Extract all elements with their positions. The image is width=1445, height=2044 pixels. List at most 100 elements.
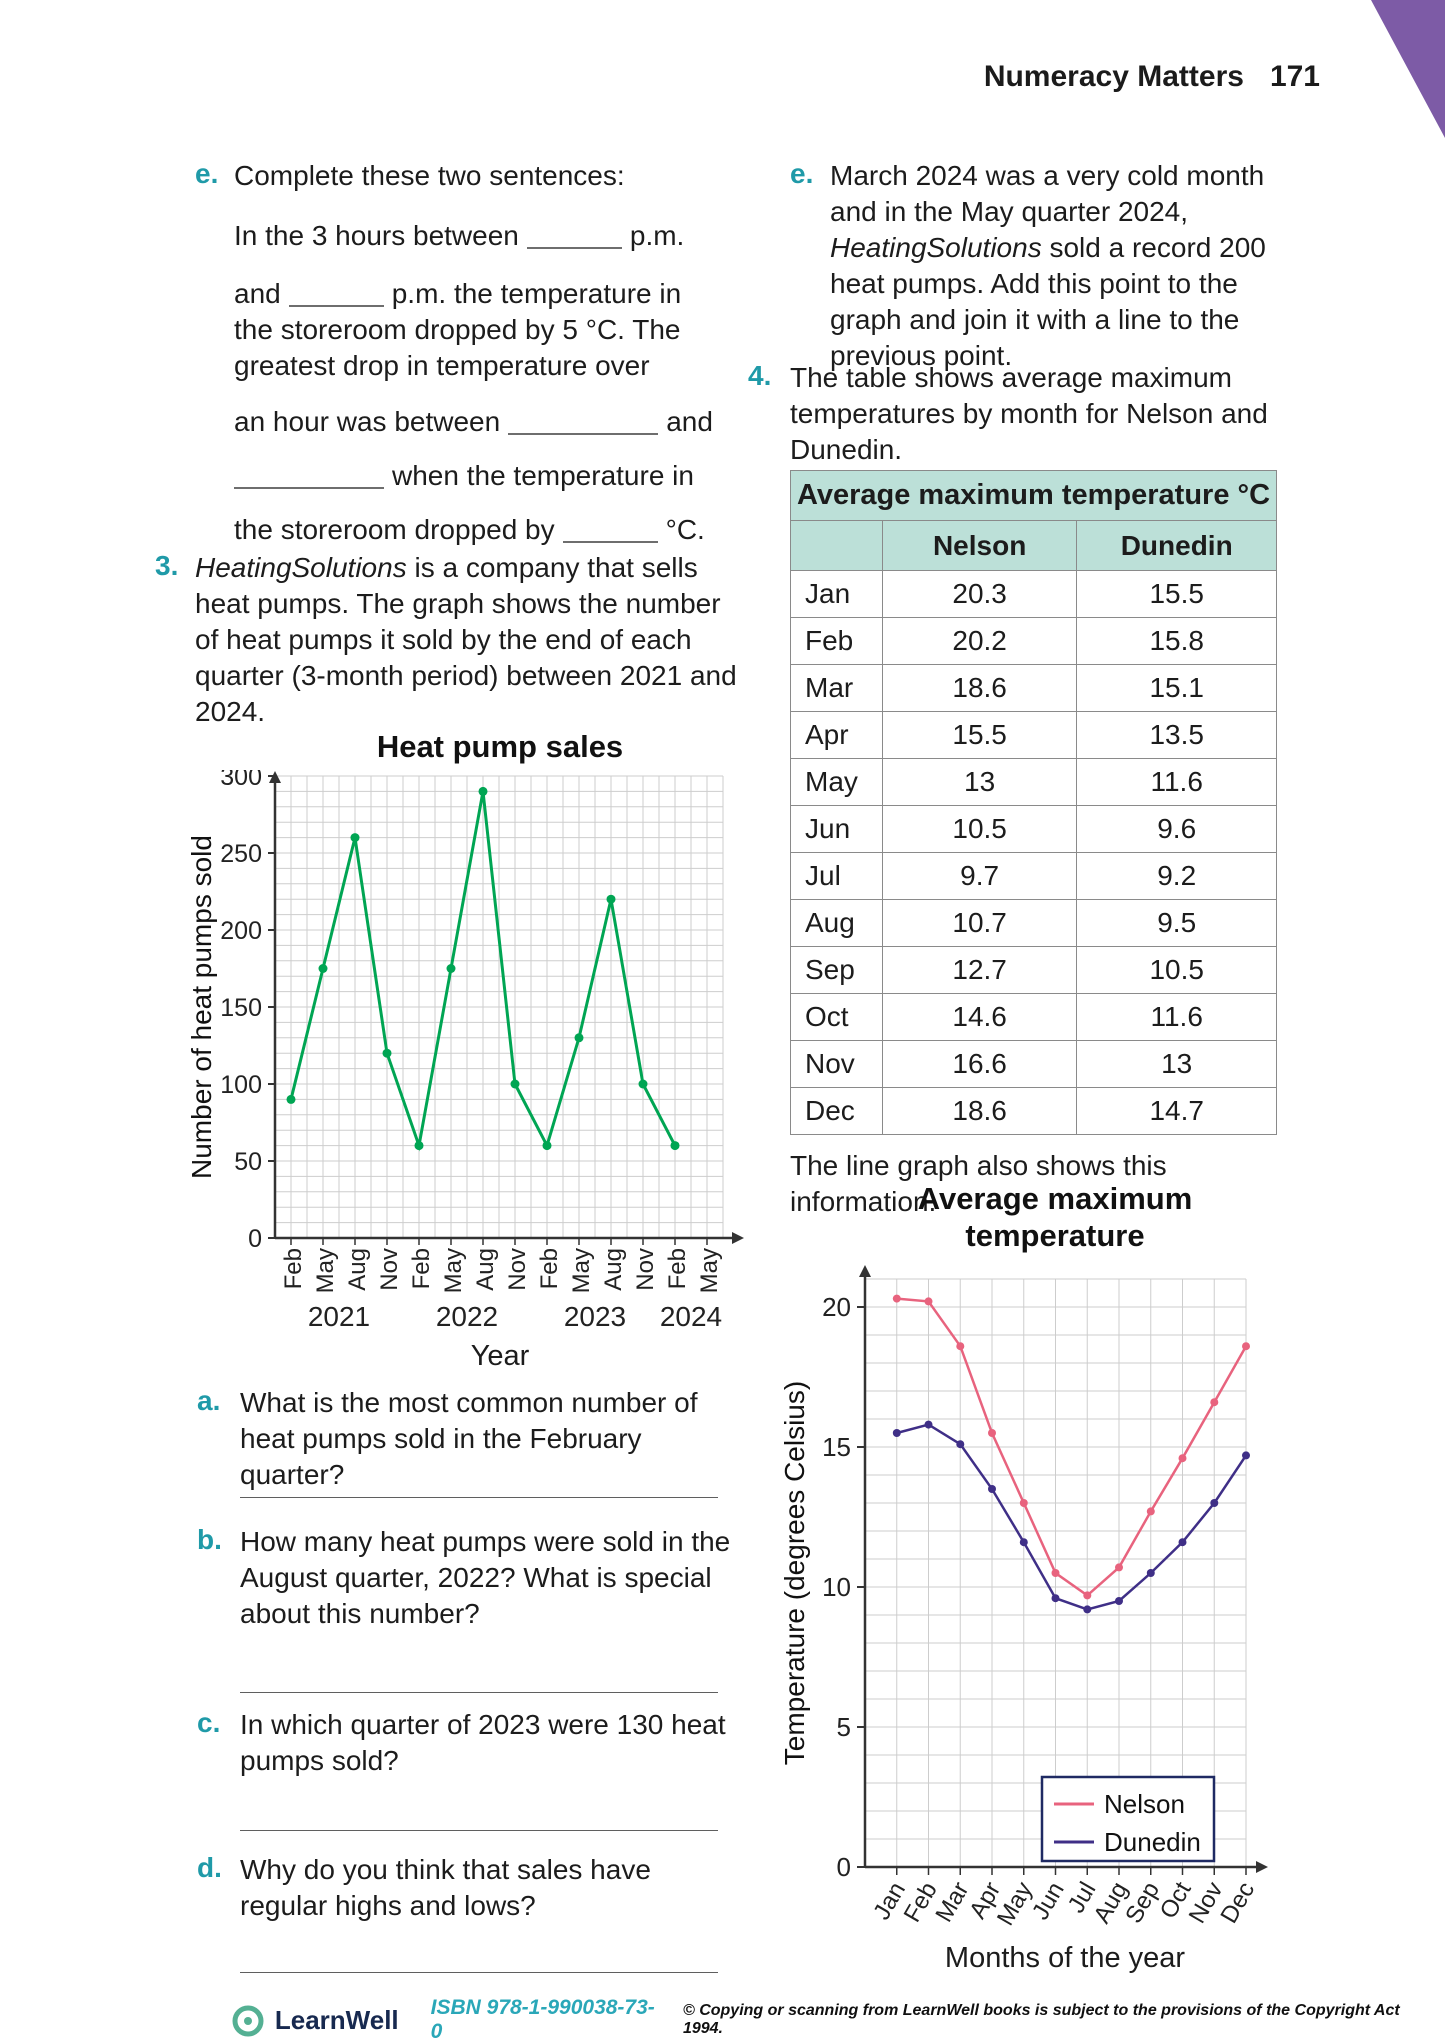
data-point bbox=[1178, 1454, 1187, 1463]
question-d-text: Why do you think that sales have regular… bbox=[240, 1854, 651, 1921]
answer-line[interactable] bbox=[240, 1830, 718, 1831]
heat-pump-sales-chart: Heat pump sales 0 50 100 150 200 250 300 Feb May… bbox=[185, 728, 760, 1388]
col-header-dunedin: Dunedin bbox=[1076, 520, 1277, 571]
data-point bbox=[478, 786, 488, 796]
svg-text:Dec: Dec bbox=[1215, 1878, 1260, 1928]
svg-text:Nov: Nov bbox=[504, 1248, 531, 1291]
fill-in-blank[interactable] bbox=[288, 283, 384, 307]
fill-sentence-1: In the 3 hours between p.m. bbox=[234, 218, 724, 254]
answer-line[interactable] bbox=[240, 1692, 718, 1693]
question-b-label: b. bbox=[197, 1524, 222, 1555]
fill-in-blank[interactable] bbox=[234, 465, 384, 489]
svg-text:Feb: Feb bbox=[280, 1248, 307, 1289]
data-point bbox=[1051, 1569, 1060, 1577]
svg-text:100: 100 bbox=[220, 1071, 262, 1099]
svg-text:Feb: Feb bbox=[408, 1248, 435, 1289]
svg-text:0: 0 bbox=[248, 1225, 262, 1253]
answer-line[interactable] bbox=[240, 1497, 718, 1498]
svg-text:15: 15 bbox=[822, 1432, 851, 1462]
sentence-text: and bbox=[666, 406, 713, 437]
svg-text:Aug: Aug bbox=[600, 1248, 627, 1291]
value-cell: 13.5 bbox=[1076, 711, 1277, 759]
data-point bbox=[382, 1048, 392, 1058]
data-point bbox=[956, 1342, 965, 1351]
value-cell: 15.8 bbox=[1076, 617, 1277, 665]
table-row: Dec 18.6 14.7 bbox=[790, 1087, 1277, 1135]
fill-in-blank[interactable] bbox=[508, 411, 659, 435]
sentence-text: p.m. bbox=[629, 220, 685, 251]
value-cell: 15.5 bbox=[1076, 570, 1277, 618]
table-row: Aug 10.7 9.5 bbox=[790, 899, 1277, 947]
sentence-text: when the temperature in bbox=[392, 460, 694, 491]
chart-title: Average maximum temperature bbox=[917, 1181, 1193, 1253]
question-3-text: HeatingSolutions is a company that sells… bbox=[195, 550, 740, 730]
col-header-nelson: Nelson bbox=[881, 520, 1078, 571]
data-point bbox=[988, 1429, 996, 1437]
value-cell: 10.5 bbox=[881, 805, 1078, 853]
x-axis-caption: Year bbox=[470, 1340, 530, 1372]
month-cell: Apr bbox=[790, 711, 883, 759]
question-4-label: 4. bbox=[748, 360, 772, 391]
value-cell: 20.3 bbox=[881, 570, 1078, 618]
brand-name: LearnWell bbox=[274, 2004, 399, 2035]
company-name: HeatingSolutions bbox=[830, 232, 1042, 263]
svg-text:Aug: Aug bbox=[344, 1248, 371, 1291]
value-cell: 18.6 bbox=[881, 1087, 1078, 1135]
question-c-text: In which quarter of 2023 were 130 heat p… bbox=[240, 1709, 726, 1776]
question-b-text: How many heat pumps were sold in the Aug… bbox=[240, 1526, 731, 1629]
svg-text:50: 50 bbox=[234, 1148, 262, 1176]
data-point bbox=[1242, 1451, 1250, 1460]
data-point bbox=[1210, 1499, 1219, 1507]
fill-sentence-4: when the temperature in bbox=[234, 458, 734, 494]
svg-text:2021: 2021 bbox=[308, 1301, 370, 1332]
fill-in-blank[interactable] bbox=[562, 519, 658, 543]
data-point bbox=[924, 1420, 933, 1429]
data-point bbox=[1051, 1594, 1060, 1603]
svg-text:May: May bbox=[312, 1248, 339, 1293]
value-cell: 12.7 bbox=[881, 946, 1078, 994]
value-cell: 9.6 bbox=[1076, 805, 1277, 853]
svg-text:0: 0 bbox=[837, 1852, 851, 1882]
svg-text:Nelson: Nelson bbox=[1104, 1789, 1185, 1819]
temperature-table: Average maximum temperature °C Nelson Du… bbox=[790, 470, 1277, 1135]
page-header: Numeracy Matters 171 bbox=[700, 60, 1320, 94]
value-cell: 14.7 bbox=[1076, 1087, 1277, 1135]
fill-in-blank[interactable] bbox=[526, 225, 622, 249]
data-point bbox=[1146, 1569, 1155, 1577]
table-row: Nov 16.6 13 bbox=[790, 1040, 1277, 1088]
table-row: Jul 9.7 9.2 bbox=[790, 852, 1277, 900]
sentence-text: p.m. the temperature in the storeroom dr… bbox=[234, 278, 682, 381]
sentence-text: an hour was between bbox=[234, 406, 501, 437]
sentence-text: is a company that sells heat pumps. The … bbox=[195, 552, 737, 727]
table-row: Apr 15.5 13.5 bbox=[790, 711, 1277, 759]
answer-line[interactable] bbox=[240, 1972, 718, 1973]
sentence-text: and bbox=[234, 278, 281, 309]
data-point bbox=[606, 894, 616, 904]
svg-text:150: 150 bbox=[220, 994, 262, 1022]
svg-text:2022: 2022 bbox=[436, 1301, 498, 1332]
question-d-label: d. bbox=[197, 1852, 222, 1883]
value-cell: 20.2 bbox=[881, 617, 1078, 665]
value-cell: 11.6 bbox=[1076, 993, 1277, 1041]
sentence-text: In the 3 hours between bbox=[234, 220, 519, 251]
data-point bbox=[510, 1079, 520, 1089]
month-cell: Jun bbox=[790, 805, 883, 853]
table-row: Oct 14.6 11.6 bbox=[790, 993, 1277, 1041]
month-cell: Sep bbox=[790, 946, 883, 994]
svg-text:300: 300 bbox=[220, 770, 262, 791]
data-point bbox=[318, 964, 328, 973]
value-cell: 10.7 bbox=[881, 899, 1078, 947]
data-point bbox=[892, 1429, 901, 1437]
value-cell: 18.6 bbox=[881, 664, 1078, 712]
data-point bbox=[574, 1033, 584, 1043]
svg-text:May: May bbox=[440, 1248, 467, 1293]
copyright-text: © Copying or scanning from LearnWell boo… bbox=[682, 2002, 1400, 2037]
svg-text:10: 10 bbox=[822, 1572, 851, 1602]
svg-text:200: 200 bbox=[220, 917, 262, 945]
month-cell: May bbox=[790, 758, 883, 806]
svg-text:Jun: Jun bbox=[1027, 1878, 1070, 1925]
data-point bbox=[1019, 1538, 1028, 1547]
month-cell: Nov bbox=[790, 1040, 883, 1088]
data-point bbox=[542, 1141, 552, 1151]
